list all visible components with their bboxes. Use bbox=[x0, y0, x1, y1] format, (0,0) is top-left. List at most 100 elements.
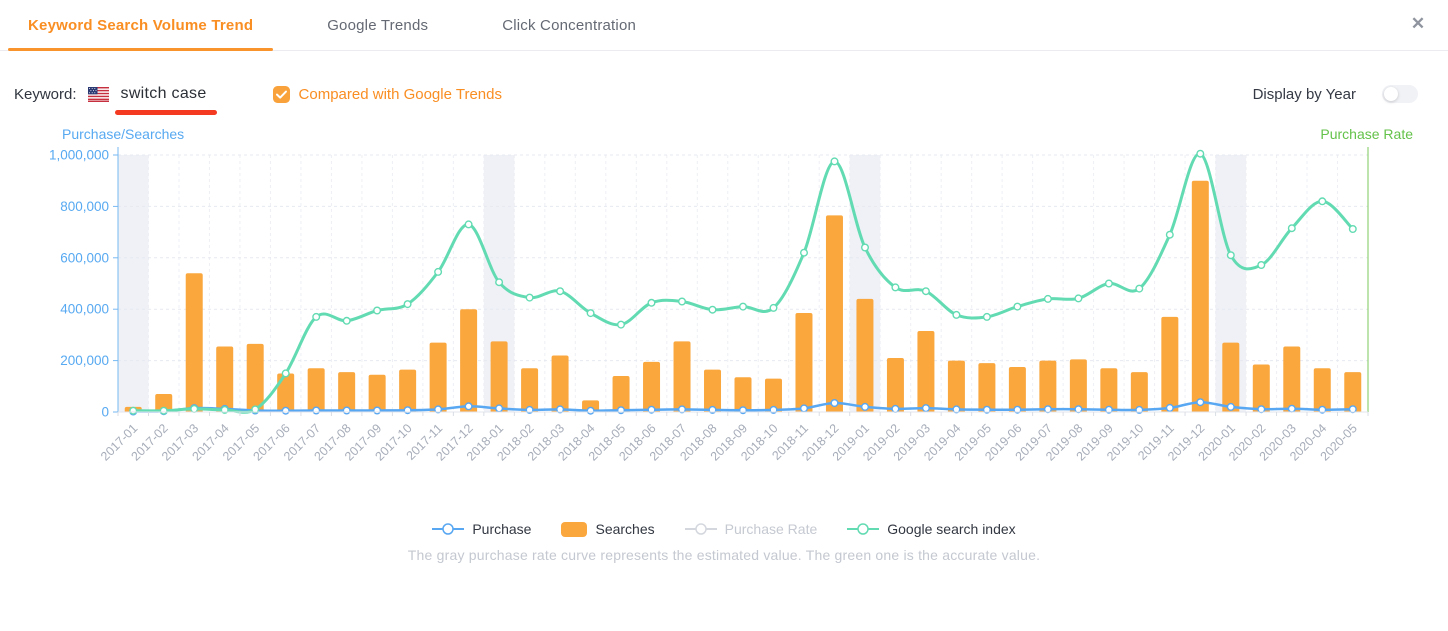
searches-bar[interactable] bbox=[1039, 360, 1057, 412]
searches-bar[interactable] bbox=[1344, 372, 1362, 412]
searches-bar[interactable] bbox=[1008, 367, 1026, 412]
data-point[interactable] bbox=[1348, 224, 1357, 233]
data-point[interactable] bbox=[1104, 279, 1113, 288]
data-point[interactable] bbox=[982, 312, 991, 321]
tab-click-concentration[interactable]: Click Concentration bbox=[482, 0, 656, 50]
searches-bar[interactable] bbox=[216, 346, 234, 412]
data-point[interactable] bbox=[1013, 302, 1022, 311]
data-point[interactable] bbox=[1074, 294, 1083, 303]
display-by-year-toggle[interactable] bbox=[1382, 85, 1418, 103]
legend-item-purchase-rate[interactable]: Purchase Rate bbox=[684, 521, 817, 537]
data-point[interactable] bbox=[281, 369, 290, 378]
data-point[interactable] bbox=[982, 405, 991, 414]
data-point[interactable] bbox=[1196, 398, 1205, 407]
trend-chart[interactable]: 0 200,000 400,000 600,000 800,000 1,000,000 20… bbox=[0, 115, 1448, 507]
searches-bar[interactable] bbox=[673, 341, 691, 412]
searches-bar[interactable] bbox=[460, 309, 478, 412]
legend-item-purchase[interactable]: Purchase bbox=[432, 521, 531, 537]
searches-bar[interactable] bbox=[399, 369, 417, 412]
data-point[interactable] bbox=[129, 406, 138, 415]
searches-bar[interactable] bbox=[917, 331, 935, 412]
data-point[interactable] bbox=[403, 300, 412, 309]
data-point[interactable] bbox=[921, 287, 930, 296]
data-point[interactable] bbox=[342, 316, 351, 325]
checkbox-checked-icon[interactable] bbox=[272, 85, 290, 103]
searches-bar[interactable] bbox=[1252, 364, 1270, 412]
data-point[interactable] bbox=[1043, 405, 1052, 414]
data-point[interactable] bbox=[525, 293, 534, 302]
searches-bar[interactable] bbox=[704, 369, 722, 412]
data-point[interactable] bbox=[739, 406, 748, 415]
searches-bar[interactable] bbox=[978, 363, 996, 412]
data-point[interactable] bbox=[1287, 404, 1296, 413]
data-point[interactable] bbox=[1348, 405, 1357, 414]
searches-bar[interactable] bbox=[1100, 368, 1118, 412]
data-point[interactable] bbox=[1043, 294, 1052, 303]
data-point[interactable] bbox=[464, 220, 473, 229]
data-point[interactable] bbox=[1257, 260, 1266, 269]
searches-bar[interactable] bbox=[338, 372, 356, 412]
data-point[interactable] bbox=[1257, 405, 1266, 414]
data-point[interactable] bbox=[1226, 402, 1235, 411]
searches-bar[interactable] bbox=[612, 376, 630, 412]
compare-with-google-trends-control[interactable]: Compared with Google Trends bbox=[272, 85, 502, 103]
searches-bar[interactable] bbox=[886, 358, 904, 412]
searches-bar[interactable] bbox=[1313, 368, 1331, 412]
data-point[interactable] bbox=[708, 305, 717, 314]
legend-item-google-search-index[interactable]: Google search index bbox=[847, 521, 1016, 537]
data-point[interactable] bbox=[1226, 251, 1235, 260]
searches-bar[interactable] bbox=[825, 215, 843, 412]
data-point[interactable] bbox=[1165, 403, 1174, 412]
data-point[interactable] bbox=[1074, 405, 1083, 414]
data-point[interactable] bbox=[891, 283, 900, 292]
data-point[interactable] bbox=[861, 243, 870, 252]
data-point[interactable] bbox=[647, 298, 656, 307]
data-point[interactable] bbox=[1165, 230, 1174, 239]
data-point[interactable] bbox=[891, 404, 900, 413]
searches-bar[interactable] bbox=[764, 378, 782, 412]
data-point[interactable] bbox=[281, 406, 290, 415]
data-point[interactable] bbox=[434, 267, 443, 276]
data-point[interactable] bbox=[342, 406, 351, 415]
data-point[interactable] bbox=[190, 404, 199, 413]
data-point[interactable] bbox=[1135, 284, 1144, 293]
close-icon[interactable]: ✕ bbox=[1404, 10, 1432, 38]
data-point[interactable] bbox=[251, 405, 260, 414]
data-point[interactable] bbox=[739, 302, 748, 311]
searches-bar[interactable] bbox=[1161, 316, 1179, 412]
data-point[interactable] bbox=[678, 405, 687, 414]
searches-bar[interactable] bbox=[277, 373, 295, 412]
searches-bar[interactable] bbox=[947, 360, 965, 412]
data-point[interactable] bbox=[1318, 405, 1327, 414]
data-point[interactable] bbox=[861, 402, 870, 411]
data-point[interactable] bbox=[617, 406, 626, 415]
data-point[interactable] bbox=[586, 406, 595, 415]
data-point[interactable] bbox=[464, 402, 473, 411]
searches-bar[interactable] bbox=[734, 377, 752, 412]
tab-google-trends[interactable]: Google Trends bbox=[307, 0, 448, 50]
data-point[interactable] bbox=[1287, 224, 1296, 233]
data-point[interactable] bbox=[1196, 149, 1205, 158]
searches-bar[interactable] bbox=[795, 313, 813, 412]
data-point[interactable] bbox=[556, 287, 565, 296]
searches-bar[interactable] bbox=[1283, 346, 1301, 412]
data-point[interactable] bbox=[769, 303, 778, 312]
data-point[interactable] bbox=[830, 399, 839, 408]
searches-bar[interactable] bbox=[856, 298, 874, 412]
tab-keyword-search-volume-trend[interactable]: Keyword Search Volume Trend bbox=[8, 0, 274, 51]
data-point[interactable] bbox=[1013, 405, 1022, 414]
searches-bar[interactable] bbox=[1069, 359, 1087, 412]
data-point[interactable] bbox=[800, 404, 809, 413]
searches-bar[interactable] bbox=[1130, 372, 1148, 412]
searches-bar[interactable] bbox=[185, 273, 203, 412]
searches-bar[interactable] bbox=[521, 368, 539, 412]
data-point[interactable] bbox=[921, 404, 930, 413]
data-point[interactable] bbox=[312, 312, 321, 321]
data-point[interactable] bbox=[1318, 197, 1327, 206]
data-point[interactable] bbox=[159, 406, 168, 415]
keyword-value[interactable]: switch case bbox=[120, 85, 207, 102]
data-point[interactable] bbox=[495, 278, 504, 287]
searches-bar[interactable] bbox=[368, 374, 386, 412]
data-point[interactable] bbox=[1104, 405, 1113, 414]
data-point[interactable] bbox=[556, 405, 565, 414]
